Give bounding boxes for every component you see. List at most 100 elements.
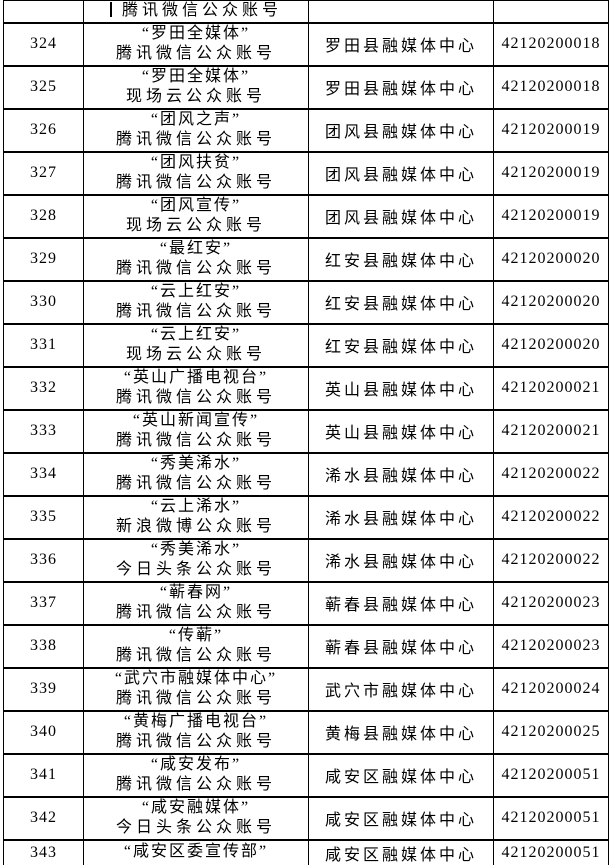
account-name-cell[interactable]: “咸安融媒体” 今日头条公众账号 (83, 795, 309, 841)
account-name-cell[interactable]: “团风宣传” 现场云公众账号 (83, 193, 309, 239)
table-row: 335 “云上浠水” 新浪微博公众账号 浠水县融媒体中心 42120200022 (3, 494, 609, 540)
license-number-cell[interactable] (493, 0, 609, 24)
row-number-cell[interactable]: 327 (3, 150, 84, 196)
row-number-cell[interactable]: 343 (3, 838, 84, 865)
account-platform-line: 腾讯微信公众账号 (115, 432, 276, 449)
account-name-cell[interactable]: “传蕲” 腾讯微信公众账号 (83, 623, 309, 669)
organization-cell[interactable]: 咸安区融媒体中心 (308, 838, 494, 865)
organization-name: 团风县融媒体中心 (324, 124, 477, 141)
account-name-cell[interactable]: “云上浠水” 新浪微博公众账号 (83, 494, 309, 540)
row-number: 326 (30, 121, 57, 138)
organization-cell[interactable]: 罗田县融媒体中心 (308, 21, 494, 67)
license-number: 42120200019 (501, 164, 601, 181)
license-number-cell[interactable]: 42120200020 (493, 322, 609, 368)
account-name-cell[interactable]: “武穴市融媒体中心” 腾讯微信公众账号 (83, 666, 309, 712)
account-name-cell[interactable]: “秀美浠水” 今日头条公众账号 (83, 537, 309, 583)
account-name-cell[interactable]: “团风扶贫” 腾讯微信公众账号 (83, 150, 309, 196)
organization-cell[interactable]: 英山县融媒体中心 (308, 365, 494, 411)
license-number-cell[interactable]: 42120200051 (493, 795, 609, 841)
organization-cell[interactable]: 蕲春县融媒体中心 (308, 623, 494, 669)
row-number-cell[interactable]: 335 (3, 494, 84, 540)
license-number-cell[interactable]: 42120200023 (493, 623, 609, 669)
account-name-cell[interactable]: “团风之声” 腾讯微信公众账号 (83, 107, 309, 153)
row-number-cell[interactable]: 329 (3, 236, 84, 282)
organization-cell[interactable]: 团风县融媒体中心 (308, 107, 494, 153)
row-number-cell[interactable]: 334 (3, 451, 84, 497)
account-platform-line: 现场云公众账号 (125, 346, 266, 363)
organization-cell[interactable]: 蕲春县融媒体中心 (308, 580, 494, 626)
row-number-cell[interactable]: 337 (3, 580, 84, 626)
organization-cell[interactable]: 浠水县融媒体中心 (308, 451, 494, 497)
account-name-cell[interactable]: “云上红安” 腾讯微信公众账号 (83, 279, 309, 325)
row-number-cell[interactable]: 332 (3, 365, 84, 411)
license-number-cell[interactable]: 42120200018 (493, 21, 609, 67)
license-number: 42120200020 (501, 293, 601, 310)
account-name-cell[interactable]: “最红安” 腾讯微信公众账号 (83, 236, 309, 282)
organization-cell[interactable]: 英山县融媒体中心 (308, 408, 494, 454)
license-number-cell[interactable]: 42120200019 (493, 107, 609, 153)
license-number-cell[interactable]: 42120200018 (493, 64, 609, 110)
account-name-cell[interactable]: “罗田全媒体” 腾讯微信公众账号 (83, 21, 309, 67)
license-number-cell[interactable]: 42120200021 (493, 365, 609, 411)
account-name-cell[interactable]: 腾讯微信公众账号 (83, 0, 309, 24)
row-number-cell[interactable]: 328 (3, 193, 84, 239)
account-name-line: “咸安融媒体” (141, 798, 251, 816)
account-name-cell[interactable]: “云上红安” 现场云公众账号 (83, 322, 309, 368)
license-number-cell[interactable]: 42120200021 (493, 408, 609, 454)
license-number-cell[interactable]: 42120200020 (493, 279, 609, 325)
row-number: 340 (30, 723, 57, 740)
license-number-cell[interactable]: 42120200019 (493, 150, 609, 196)
license-number: 42120200021 (501, 379, 601, 396)
organization-cell[interactable]: 咸安区融媒体中心 (308, 752, 494, 798)
row-number: 333 (30, 422, 57, 439)
license-number-cell[interactable]: 42120200025 (493, 709, 609, 755)
organization-cell[interactable]: 黄梅县融媒体中心 (308, 709, 494, 755)
row-number-cell[interactable]: 336 (3, 537, 84, 583)
account-name-cell[interactable]: “蕲春网” 腾讯微信公众账号 (83, 580, 309, 626)
organization-cell[interactable]: 红安县融媒体中心 (308, 236, 494, 282)
organization-cell[interactable] (308, 0, 494, 24)
license-number-cell[interactable]: 42120200020 (493, 236, 609, 282)
license-number-cell[interactable]: 42120200051 (493, 838, 609, 865)
license-number-cell[interactable]: 42120200024 (493, 666, 609, 712)
organization-cell[interactable]: 咸安区融媒体中心 (308, 795, 494, 841)
account-name-cell[interactable]: “咸安区委宣传部” (83, 838, 309, 865)
organization-cell[interactable]: 红安县融媒体中心 (308, 279, 494, 325)
organization-cell[interactable]: 浠水县融媒体中心 (308, 494, 494, 540)
row-number-cell[interactable]: 330 (3, 279, 84, 325)
organization-cell[interactable]: 武穴市融媒体中心 (308, 666, 494, 712)
license-number: 42120200018 (501, 78, 601, 95)
account-platform-line: 腾讯微信公众账号 (115, 131, 276, 148)
row-number-cell[interactable]: 338 (3, 623, 84, 669)
organization-cell[interactable]: 红安县融媒体中心 (308, 322, 494, 368)
license-number-cell[interactable]: 42120200051 (493, 752, 609, 798)
row-number-cell[interactable] (3, 0, 84, 24)
organization-cell[interactable]: 团风县融媒体中心 (308, 193, 494, 239)
account-name-cell[interactable]: “罗田全媒体” 现场云公众账号 (83, 64, 309, 110)
license-number-cell[interactable]: 42120200022 (493, 451, 609, 497)
account-name-cell[interactable]: “咸安发布” 腾讯微信公众账号 (83, 752, 309, 798)
row-number-cell[interactable]: 341 (3, 752, 84, 798)
license-number-cell[interactable]: 42120200019 (493, 193, 609, 239)
row-number-cell[interactable]: 339 (3, 666, 84, 712)
organization-cell[interactable]: 浠水县融媒体中心 (308, 537, 494, 583)
row-number-cell[interactable]: 324 (3, 21, 84, 67)
account-name-cell[interactable]: “黄梅广播电视台” 腾讯微信公众账号 (83, 709, 309, 755)
row-number-cell[interactable]: 325 (3, 64, 84, 110)
organization-cell[interactable]: 团风县融媒体中心 (308, 150, 494, 196)
row-number-cell[interactable]: 333 (3, 408, 84, 454)
account-name-cell[interactable]: “英山新闻宣传” 腾讯微信公众账号 (83, 408, 309, 454)
row-number-cell[interactable]: 340 (3, 709, 84, 755)
license-number: 42120200022 (501, 465, 601, 482)
account-name-cell[interactable]: “英山广播电视台” 腾讯微信公众账号 (83, 365, 309, 411)
organization-cell[interactable]: 罗田县融媒体中心 (308, 64, 494, 110)
license-number-cell[interactable]: 42120200022 (493, 537, 609, 583)
row-number-cell[interactable]: 342 (3, 795, 84, 841)
row-number: 324 (30, 35, 57, 52)
row-number-cell[interactable]: 331 (3, 322, 84, 368)
license-number-cell[interactable]: 42120200022 (493, 494, 609, 540)
account-name-line: “团风宣传” (150, 196, 242, 214)
account-name-cell[interactable]: “秀美浠水” 腾讯微信公众账号 (83, 451, 309, 497)
row-number-cell[interactable]: 326 (3, 107, 84, 153)
license-number-cell[interactable]: 42120200023 (493, 580, 609, 626)
